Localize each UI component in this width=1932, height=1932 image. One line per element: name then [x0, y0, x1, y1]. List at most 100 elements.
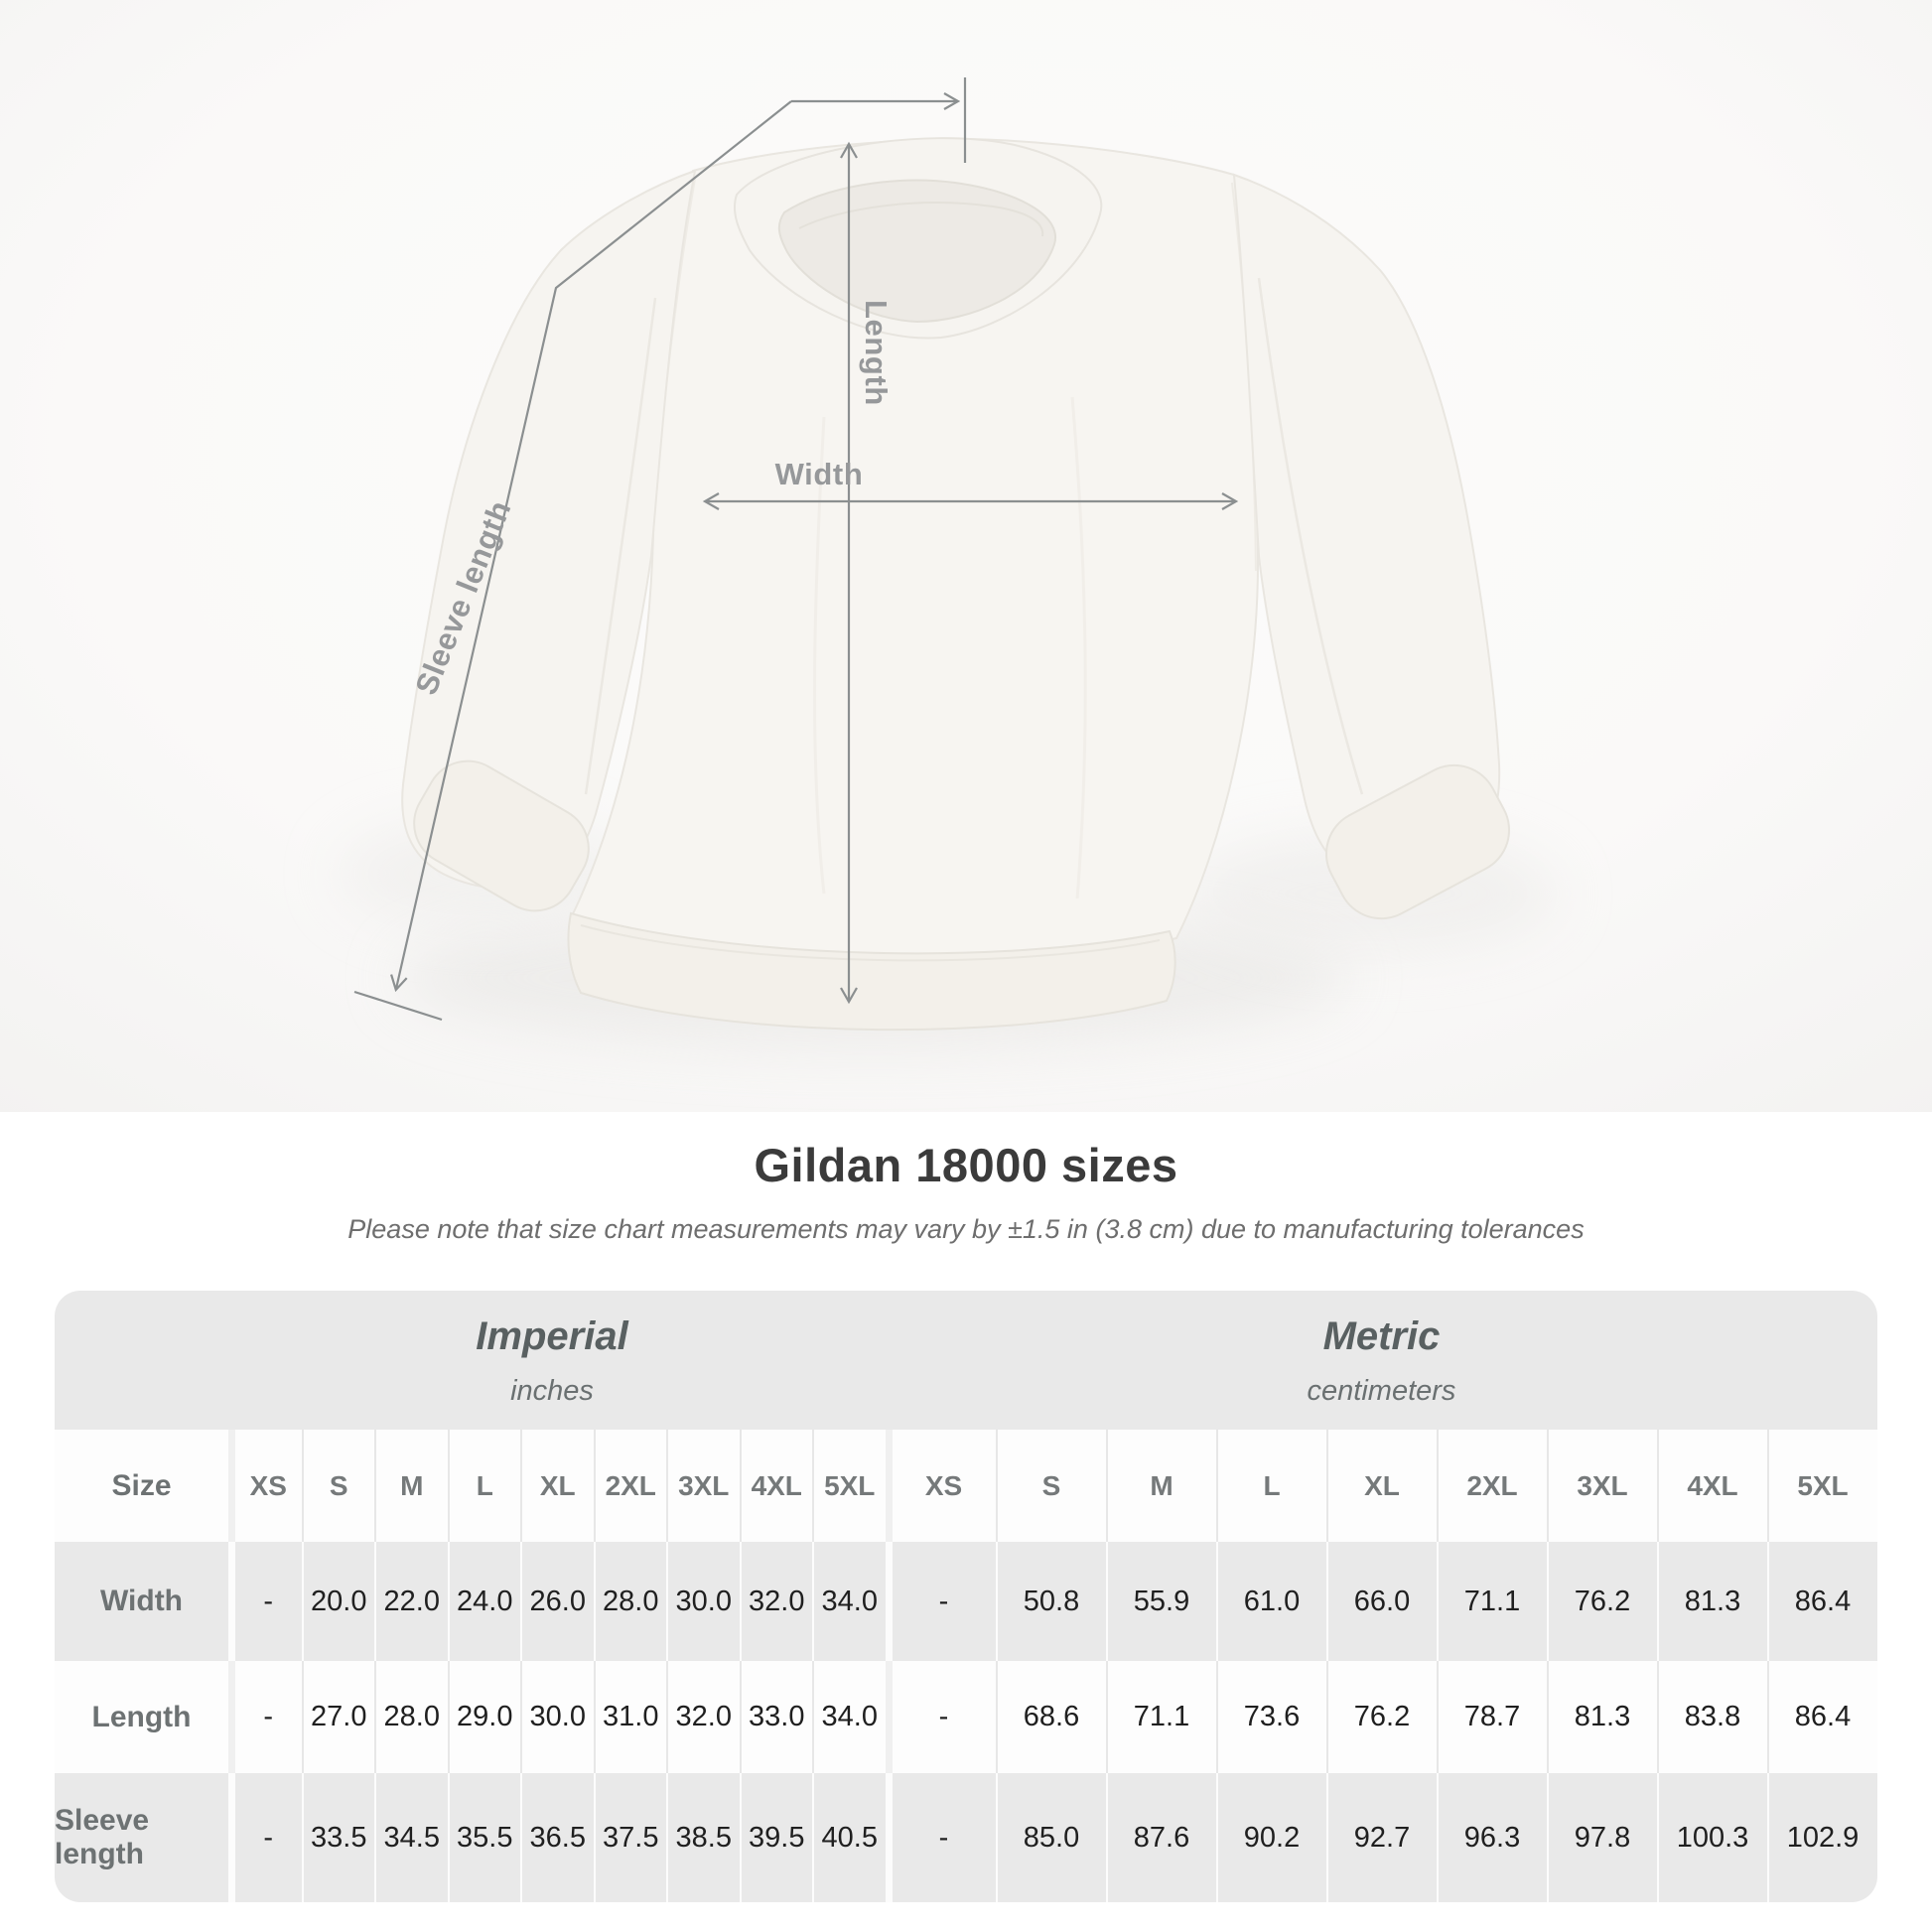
column-header-imperial-2xl: 2XL: [593, 1430, 666, 1542]
value-cell: 55.9: [1105, 1542, 1216, 1661]
value-cell: 50.8: [995, 1542, 1106, 1661]
value-cell: 92.7: [1325, 1773, 1437, 1902]
column-header-imperial-xl: XL: [520, 1430, 594, 1542]
length-measurement-label: Length: [859, 300, 894, 406]
value-cell: 71.1: [1436, 1542, 1547, 1661]
size-table: Imperial inches Metric centimeters Size X…: [55, 1291, 1877, 1902]
column-header-metric-5xl: 5XL: [1766, 1430, 1877, 1542]
value-cell: 102.9: [1766, 1773, 1877, 1902]
imperial-subtitle: inches: [510, 1375, 594, 1407]
value-cell: -: [228, 1542, 302, 1661]
value-cell: -: [228, 1773, 302, 1902]
value-cell: 29.0: [447, 1661, 520, 1773]
value-cell: 38.5: [666, 1773, 740, 1902]
value-cell: 33.5: [301, 1773, 374, 1902]
value-cell: 36.5: [520, 1773, 594, 1902]
value-cell: 31.0: [593, 1661, 666, 1773]
value-cell: 66.0: [1325, 1542, 1437, 1661]
right-cuff: [1324, 763, 1511, 920]
size-column-header: Size: [55, 1430, 228, 1542]
column-header-imperial-s: S: [301, 1430, 374, 1542]
value-cell: 76.2: [1325, 1661, 1437, 1773]
left-cuff: [413, 759, 590, 912]
value-cell: 28.0: [593, 1542, 666, 1661]
value-cell: 32.0: [739, 1542, 812, 1661]
sweatshirt-illustration: [338, 77, 1559, 1049]
value-cell: 81.3: [1546, 1661, 1657, 1773]
imperial-title: Imperial: [476, 1314, 628, 1358]
product-photo-area: Length Width Sleeve length: [0, 0, 1932, 1112]
title-block: Gildan 18000 sizes Please note that size…: [0, 1138, 1932, 1245]
column-header-metric-4xl: 4XL: [1656, 1430, 1767, 1542]
value-cell: -: [885, 1773, 996, 1902]
value-cell: 61.0: [1215, 1542, 1326, 1661]
row-label: Sleeve length: [55, 1773, 228, 1902]
value-cell: 32.0: [666, 1661, 740, 1773]
value-cell: -: [228, 1661, 302, 1773]
value-cell: 20.0: [301, 1542, 374, 1661]
size-table-grid: Size XS S M L XL 2XL 3XL 4XL 5XL XS S M L XL 2XL 3XL 4XL 5…: [55, 1430, 1877, 1902]
column-header-metric-m: M: [1105, 1430, 1216, 1542]
value-cell: 39.5: [739, 1773, 812, 1902]
value-cell: 86.4: [1766, 1542, 1877, 1661]
left-sleeve: [401, 169, 697, 912]
value-cell: 68.6: [995, 1661, 1106, 1773]
column-header-imperial-5xl: 5XL: [812, 1430, 886, 1542]
unit-group-imperial: Imperial inches: [55, 1291, 886, 1430]
value-cell: 33.0: [739, 1661, 812, 1773]
value-cell: 34.0: [812, 1661, 886, 1773]
value-cell: 71.1: [1105, 1661, 1216, 1773]
column-header-imperial-l: L: [447, 1430, 520, 1542]
width-measurement-label: Width: [774, 457, 864, 491]
value-cell: 24.0: [447, 1542, 520, 1661]
column-header-metric-2xl: 2XL: [1436, 1430, 1547, 1542]
value-cell: -: [885, 1661, 996, 1773]
value-cell: 86.4: [1766, 1661, 1877, 1773]
row-label: Length: [55, 1661, 228, 1773]
value-cell: 34.0: [812, 1542, 886, 1661]
sleeve-end-tick: [353, 990, 443, 1022]
column-header-metric-l: L: [1215, 1430, 1326, 1542]
value-cell: 87.6: [1105, 1773, 1216, 1902]
value-cell: 40.5: [812, 1773, 886, 1902]
value-cell: 73.6: [1215, 1661, 1326, 1773]
metric-subtitle: centimeters: [1307, 1375, 1456, 1407]
row-label: Width: [55, 1542, 228, 1661]
right-sleeve: [1232, 173, 1511, 920]
column-header-metric-3xl: 3XL: [1546, 1430, 1657, 1542]
value-cell: 30.0: [520, 1661, 594, 1773]
column-header-imperial-m: M: [374, 1430, 448, 1542]
value-cell: 37.5: [593, 1773, 666, 1902]
value-cell: 85.0: [995, 1773, 1106, 1902]
value-cell: 28.0: [374, 1661, 448, 1773]
value-cell: 81.3: [1656, 1542, 1767, 1661]
value-cell: 30.0: [666, 1542, 740, 1661]
value-cell: 26.0: [520, 1542, 594, 1661]
value-cell: 76.2: [1546, 1542, 1657, 1661]
value-cell: 97.8: [1546, 1773, 1657, 1902]
value-cell: -: [885, 1542, 996, 1661]
unit-band: Imperial inches Metric centimeters: [55, 1291, 1877, 1430]
column-header-imperial-4xl: 4XL: [739, 1430, 812, 1542]
measurement-lines: [353, 77, 1239, 1022]
unit-group-metric: Metric centimeters: [886, 1291, 1877, 1430]
value-cell: 83.8: [1656, 1661, 1767, 1773]
column-header-metric-xl: XL: [1325, 1430, 1437, 1542]
value-cell: 90.2: [1215, 1773, 1326, 1902]
value-cell: 96.3: [1436, 1773, 1547, 1902]
tolerance-note: Please note that size chart measurements…: [347, 1214, 1585, 1244]
column-header-metric-xs: XS: [885, 1430, 996, 1542]
sleeve-length-arrow: [390, 100, 792, 993]
value-cell: 35.5: [447, 1773, 520, 1902]
value-cell: 78.7: [1436, 1661, 1547, 1773]
page-title: Gildan 18000 sizes: [754, 1139, 1178, 1191]
column-header-imperial-3xl: 3XL: [666, 1430, 740, 1542]
value-cell: 100.3: [1656, 1773, 1767, 1902]
value-cell: 22.0: [374, 1542, 448, 1661]
value-cell: 27.0: [301, 1661, 374, 1773]
column-header-metric-s: S: [995, 1430, 1106, 1542]
metric-title: Metric: [1322, 1314, 1441, 1358]
column-header-imperial-xs: XS: [228, 1430, 302, 1542]
value-cell: 34.5: [374, 1773, 448, 1902]
